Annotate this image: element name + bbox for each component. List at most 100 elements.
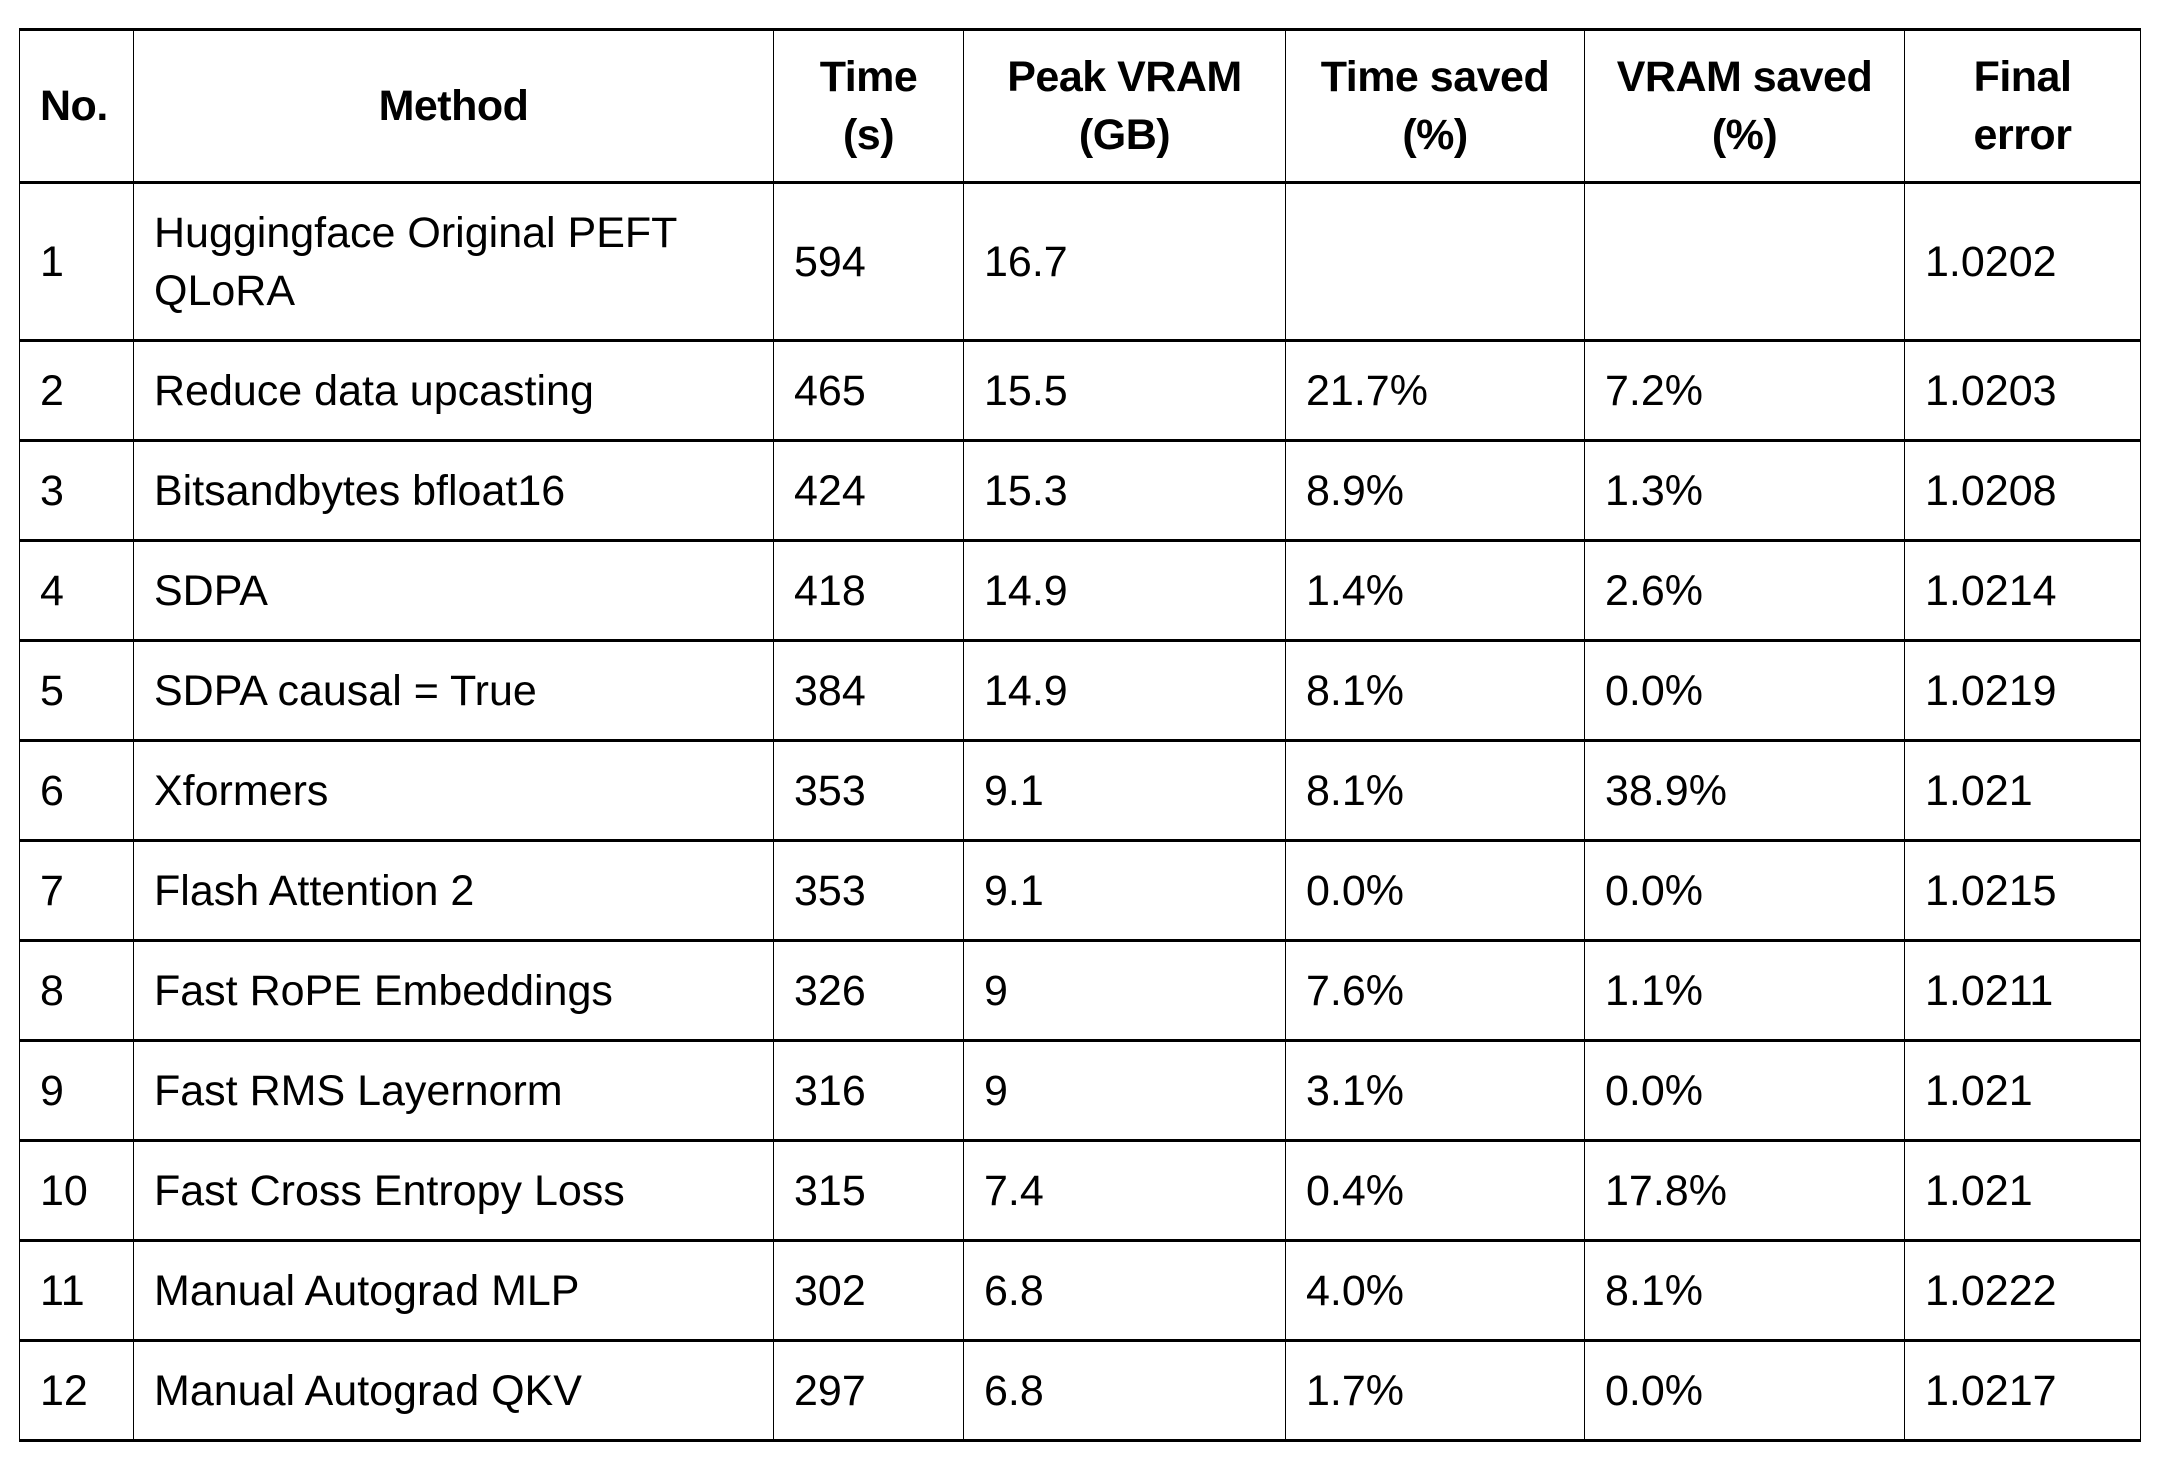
- cell-no: 11: [19, 1239, 134, 1342]
- cell-time: 326: [773, 939, 964, 1042]
- cell-peak-vram: 9.1: [963, 839, 1286, 942]
- cell-time: 384: [773, 639, 964, 742]
- table-row: 9 Fast RMS Layernorm 316 9 3.1% 0.0% 1.021: [19, 1039, 2141, 1142]
- cell-vram-saved: 0.0%: [1584, 839, 1905, 942]
- cell-peak-vram: 9: [963, 1039, 1286, 1142]
- cell-time-saved: 8.9%: [1285, 439, 1585, 542]
- cell-vram-saved: 2.6%: [1584, 539, 1905, 642]
- table-row: 11 Manual Autograd MLP 302 6.8 4.0% 8.1% 1.022…: [19, 1239, 2141, 1342]
- cell-no: 9: [19, 1039, 134, 1142]
- cell-peak-vram: 16.7: [963, 181, 1286, 342]
- cell-final-error: 1.0219: [1904, 639, 2141, 742]
- cell-vram-saved: 8.1%: [1584, 1239, 1905, 1342]
- cell-vram-saved: 38.9%: [1584, 739, 1905, 842]
- cell-vram-saved: [1584, 181, 1905, 342]
- cell-final-error: 1.0211: [1904, 939, 2141, 1042]
- cell-peak-vram: 15.3: [963, 439, 1286, 542]
- cell-method: Fast RMS Layernorm: [133, 1039, 774, 1142]
- cell-method: SDPA: [133, 539, 774, 642]
- cell-method: Manual Autograd QKV: [133, 1339, 774, 1442]
- cell-time-saved: 21.7%: [1285, 339, 1585, 442]
- header-vram-saved: VRAM saved (%): [1584, 28, 1905, 184]
- cell-method: SDPA causal = True: [133, 639, 774, 742]
- header-time-saved-line2: (%): [1402, 111, 1468, 159]
- cell-time: 424: [773, 439, 964, 542]
- cell-time: 353: [773, 839, 964, 942]
- header-peak-vram: Peak VRAM (GB): [963, 28, 1286, 184]
- cell-time: 316: [773, 1039, 964, 1142]
- cell-final-error: 1.0208: [1904, 439, 2141, 542]
- cell-no: 8: [19, 939, 134, 1042]
- cell-vram-saved: 17.8%: [1584, 1139, 1905, 1242]
- cell-peak-vram: 14.9: [963, 639, 1286, 742]
- header-final-error-line1: Final: [1973, 53, 2072, 101]
- header-peak-vram-line2: (GB): [1078, 111, 1171, 159]
- cell-no: 5: [19, 639, 134, 742]
- header-method-line1: Method: [378, 82, 529, 130]
- cell-final-error: 1.0217: [1904, 1339, 2141, 1442]
- cell-peak-vram: 15.5: [963, 339, 1286, 442]
- table-body: 1 Huggingface Original PEFT QLoRA 594 16.7 1…: [19, 181, 2141, 1442]
- cell-no: 6: [19, 739, 134, 842]
- cell-method: Huggingface Original PEFT QLoRA: [133, 181, 774, 342]
- header-vram-saved-line1: VRAM saved: [1616, 53, 1873, 101]
- table-row: 12 Manual Autograd QKV 297 6.8 1.7% 0.0% 1.021…: [19, 1339, 2141, 1442]
- cell-final-error: 1.0202: [1904, 181, 2141, 342]
- cell-vram-saved: 0.0%: [1584, 639, 1905, 742]
- cell-time: 297: [773, 1339, 964, 1442]
- table-row: 3 Bitsandbytes bfloat16 424 15.3 8.9% 1.3% 1.0…: [19, 439, 2141, 542]
- header-vram-saved-line2: (%): [1711, 111, 1778, 159]
- header-method: Method: [133, 28, 774, 184]
- cell-final-error: 1.021: [1904, 1139, 2141, 1242]
- cell-peak-vram: 9: [963, 939, 1286, 1042]
- table-row: 6 Xformers 353 9.1 8.1% 38.9% 1.021: [19, 739, 2141, 842]
- cell-peak-vram: 7.4: [963, 1139, 1286, 1242]
- cell-time-saved: 0.4%: [1285, 1139, 1585, 1242]
- cell-time-saved: 3.1%: [1285, 1039, 1585, 1142]
- cell-final-error: 1.0203: [1904, 339, 2141, 442]
- cell-time: 302: [773, 1239, 964, 1342]
- cell-peak-vram: 6.8: [963, 1239, 1286, 1342]
- cell-time-saved: 8.1%: [1285, 639, 1585, 742]
- header-final-error-line2: error: [1973, 111, 2072, 159]
- header-time-saved: Time saved (%): [1285, 28, 1585, 184]
- cell-no: 10: [19, 1139, 134, 1242]
- cell-vram-saved: 0.0%: [1584, 1039, 1905, 1142]
- header-peak-vram-line1: Peak VRAM: [1007, 53, 1242, 101]
- cell-peak-vram: 6.8: [963, 1339, 1286, 1442]
- cell-time: 315: [773, 1139, 964, 1242]
- cell-no: 3: [19, 439, 134, 542]
- cell-no: 12: [19, 1339, 134, 1442]
- header-no: No.: [19, 28, 134, 184]
- cell-method: Bitsandbytes bfloat16: [133, 439, 774, 542]
- cell-peak-vram: 14.9: [963, 539, 1286, 642]
- header-final-error: Final error: [1904, 28, 2141, 184]
- cell-time: 594: [773, 181, 964, 342]
- cell-time: 353: [773, 739, 964, 842]
- table-row: 10 Fast Cross Entropy Loss 315 7.4 0.4% 17.8%…: [19, 1139, 2141, 1242]
- cell-final-error: 1.0222: [1904, 1239, 2141, 1342]
- cell-time-saved: 8.1%: [1285, 739, 1585, 842]
- cell-time-saved: 0.0%: [1285, 839, 1585, 942]
- table-row: 7 Flash Attention 2 353 9.1 0.0% 0.0% 1.0215: [19, 839, 2141, 942]
- cell-method: Reduce data upcasting: [133, 339, 774, 442]
- cell-no: 4: [19, 539, 134, 642]
- cell-vram-saved: 1.3%: [1584, 439, 1905, 542]
- cell-time-saved: [1285, 181, 1585, 342]
- header-time-saved-line1: Time saved: [1320, 53, 1550, 101]
- table-row: 1 Huggingface Original PEFT QLoRA 594 16.7 1…: [19, 181, 2141, 342]
- table-row: 2 Reduce data upcasting 465 15.5 21.7% 7.2% 1.…: [19, 339, 2141, 442]
- cell-no: 2: [19, 339, 134, 442]
- cell-no: 7: [19, 839, 134, 942]
- header-row: No. Method Time (s) Peak VRAM (GB) Time saved (…: [19, 28, 2141, 184]
- cell-method: Fast Cross Entropy Loss: [133, 1139, 774, 1242]
- cell-final-error: 1.0215: [1904, 839, 2141, 942]
- cell-final-error: 1.021: [1904, 1039, 2141, 1142]
- header-no-line1: No.: [40, 82, 108, 130]
- header-time-line2: (s): [842, 111, 895, 159]
- header-time-line1: Time: [819, 53, 918, 101]
- cell-time-saved: 4.0%: [1285, 1239, 1585, 1342]
- cell-time-saved: 1.4%: [1285, 539, 1585, 642]
- cell-method: Flash Attention 2: [133, 839, 774, 942]
- cell-time: 418: [773, 539, 964, 642]
